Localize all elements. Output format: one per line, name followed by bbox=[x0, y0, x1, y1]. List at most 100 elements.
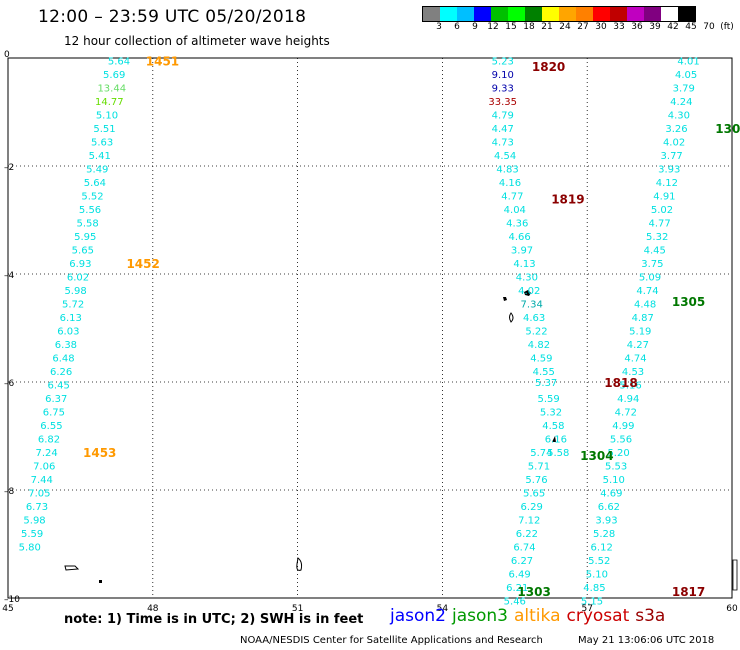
colorbar-swatch bbox=[661, 7, 678, 21]
wave-height-value: 6.22 bbox=[516, 529, 538, 540]
wave-height-value: 5.65 bbox=[72, 246, 94, 257]
wave-height-value: 6.27 bbox=[511, 556, 533, 567]
colorbar-label: 36 bbox=[631, 22, 643, 32]
y-tick-label: –8 bbox=[4, 487, 15, 497]
wave-height-value: 4.74 bbox=[624, 354, 646, 365]
legend-item-cryosat: cryosat bbox=[566, 606, 630, 626]
colorbar-label: 15 bbox=[505, 22, 517, 32]
colorbar-label: 45 bbox=[685, 22, 697, 32]
wave-height-value: 6.03 bbox=[57, 327, 79, 338]
wave-height-value: 4.12 bbox=[656, 178, 678, 189]
island-shape bbox=[552, 436, 556, 442]
legend-item-jason3: jason3 bbox=[452, 606, 508, 626]
colorbar-label: 9 bbox=[472, 22, 478, 32]
wave-height-value: 4.73 bbox=[492, 138, 514, 149]
wave-height-value: 5.52 bbox=[81, 192, 103, 203]
wave-height-value: 9.10 bbox=[492, 70, 514, 81]
wave-height-value: 3.79 bbox=[673, 84, 695, 95]
map-frame bbox=[7, 57, 733, 599]
wave-height-value: 7.34 bbox=[521, 300, 543, 311]
x-tick-label: 48 bbox=[147, 604, 159, 614]
wave-height-value: 6.55 bbox=[40, 421, 62, 432]
wave-height-value: 4.24 bbox=[670, 97, 692, 108]
island-shape bbox=[732, 559, 738, 591]
wave-height-value: 4.30 bbox=[668, 111, 690, 122]
pass-time-label: 1451 bbox=[146, 55, 179, 69]
colorbar-swatch bbox=[644, 7, 661, 21]
wave-height-value: 5.19 bbox=[629, 327, 651, 338]
wave-height-value: 5.41 bbox=[89, 151, 111, 162]
wave-height-value: 5.32 bbox=[540, 408, 562, 419]
legend-item-altika: altika bbox=[514, 606, 561, 626]
wave-height-value: 5.71 bbox=[528, 462, 550, 473]
wave-height-value: 6.12 bbox=[591, 543, 613, 554]
footer-credit: NOAA/NESDIS Center for Satellite Applica… bbox=[240, 635, 543, 646]
wave-height-value: 5.49 bbox=[86, 165, 108, 176]
legend-item-jason2: jason2 bbox=[390, 606, 446, 626]
pass-time-label: 1819 bbox=[551, 192, 584, 206]
wave-height-value: 4.63 bbox=[523, 313, 545, 324]
wave-height-value: 6.38 bbox=[55, 340, 77, 351]
wave-height-value: 4.16 bbox=[499, 178, 521, 189]
wave-height-value: 4.36 bbox=[506, 219, 528, 230]
wave-height-value: 7.24 bbox=[35, 448, 57, 459]
wave-height-value: 6.62 bbox=[598, 502, 620, 513]
wave-height-value: 5.98 bbox=[64, 286, 86, 297]
wave-height-value: 5.56 bbox=[610, 435, 632, 446]
wave-height-value: 5.58 bbox=[77, 219, 99, 230]
wave-height-value: 4.87 bbox=[632, 313, 654, 324]
island-shape bbox=[509, 312, 514, 323]
wave-height-value: 6.16 bbox=[545, 435, 567, 446]
wave-height-value: 4.54 bbox=[494, 151, 516, 162]
wave-height-value: 6.93 bbox=[69, 259, 91, 270]
colorbar-swatch bbox=[423, 7, 440, 21]
wave-height-value: 3.26 bbox=[665, 124, 687, 135]
wave-height-value: 4.77 bbox=[501, 192, 523, 203]
wave-height-value: 4.30 bbox=[516, 273, 538, 284]
colorbar-label: 12 bbox=[487, 22, 499, 32]
colorbar-label: 21 bbox=[541, 22, 553, 32]
wave-height-value: 5.23 bbox=[492, 57, 514, 68]
wave-height-value: 4.45 bbox=[644, 246, 666, 257]
wave-height-value: 5.20 bbox=[607, 448, 629, 459]
wave-height-value: 5.72 bbox=[62, 300, 84, 311]
wave-height-value: 4.48 bbox=[634, 300, 656, 311]
wave-height-value: 4.74 bbox=[636, 286, 658, 297]
island-shape bbox=[524, 290, 531, 296]
wave-height-value: 6.26 bbox=[50, 367, 72, 378]
colorbar-label: (ft) bbox=[720, 22, 734, 32]
wave-height-value: 5.52 bbox=[588, 556, 610, 567]
wave-height-value: 5.22 bbox=[525, 327, 547, 338]
wave-height-value: 4.58 bbox=[542, 421, 564, 432]
island-shape bbox=[503, 297, 507, 301]
pass-time-label: 1304 bbox=[580, 449, 613, 463]
y-tick-label: –10 bbox=[4, 595, 20, 605]
pass-time-label: 1817 bbox=[672, 585, 705, 599]
island-shape bbox=[99, 580, 102, 583]
footer-note: note: 1) Time is in UTC; 2) SWH is in fe… bbox=[64, 612, 364, 627]
colorbar-label: 24 bbox=[559, 22, 571, 32]
wave-height-value: 5.80 bbox=[19, 543, 41, 554]
x-tick-label: 57 bbox=[581, 604, 592, 614]
pass-time-label: 1453 bbox=[83, 446, 116, 460]
wave-height-value: 6.75 bbox=[43, 408, 65, 419]
wave-height-value: 5.10 bbox=[96, 111, 118, 122]
wave-height-value: 4.91 bbox=[653, 192, 675, 203]
y-tick-label: –2 bbox=[4, 163, 14, 173]
wave-height-value: 5.98 bbox=[23, 516, 45, 527]
wave-height-value: 3.93 bbox=[658, 165, 680, 176]
wave-height-value: 14.77 bbox=[95, 97, 124, 108]
footer-timestamp: May 21 13:06:06 UTC 2018 bbox=[578, 635, 715, 646]
satellite-legend: jason2 jason3 altika cryosat s3a bbox=[390, 606, 671, 626]
wave-height-value: 4.02 bbox=[663, 138, 685, 149]
wave-height-value: 5.53 bbox=[605, 462, 627, 473]
wave-height-value: 4.27 bbox=[627, 340, 649, 351]
wave-height-value: 6.49 bbox=[508, 570, 530, 581]
wave-height-value: 4.69 bbox=[600, 489, 622, 500]
wave-height-value: 4.66 bbox=[508, 232, 530, 243]
wave-height-value: 5.59 bbox=[21, 529, 43, 540]
wave-height-value: 5.02 bbox=[651, 205, 673, 216]
wave-height-value: 4.85 bbox=[583, 583, 605, 594]
wave-height-value: 4.83 bbox=[496, 165, 518, 176]
wave-height-value: 6.13 bbox=[60, 313, 82, 324]
